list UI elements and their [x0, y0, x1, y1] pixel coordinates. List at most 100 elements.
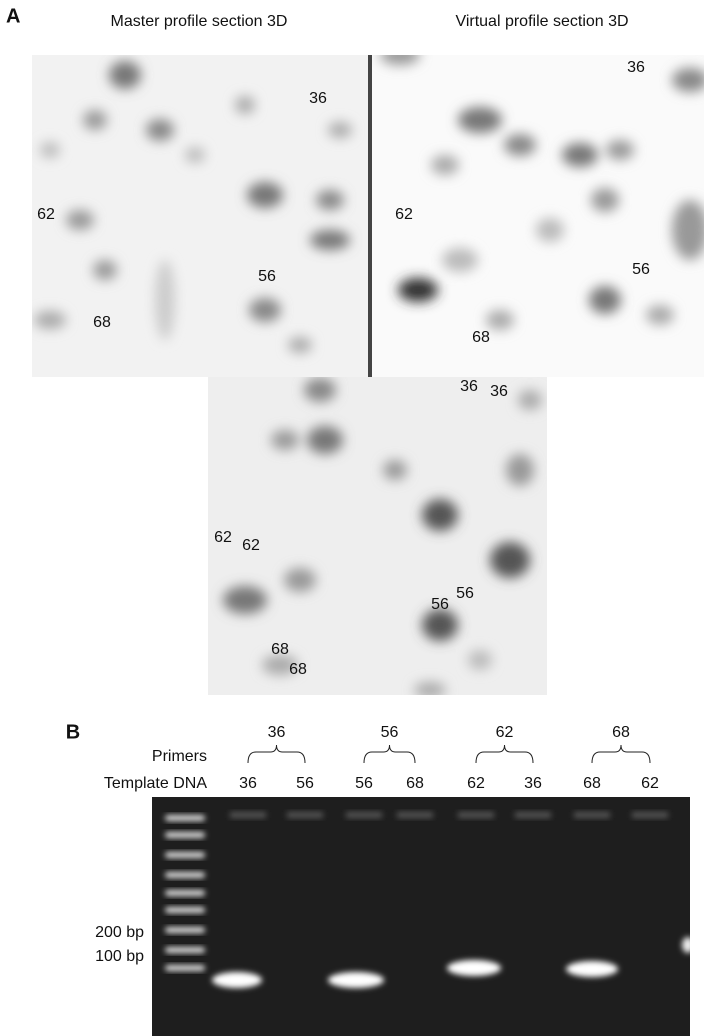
- spot-label: 36: [524, 775, 542, 792]
- ladder-band: [165, 927, 205, 933]
- spot: [34, 311, 66, 329]
- ladder-band: [165, 872, 205, 878]
- spot: [468, 650, 492, 670]
- spot: [223, 586, 267, 614]
- spot: [486, 310, 514, 330]
- spot: [235, 96, 255, 114]
- spot: [93, 260, 117, 280]
- spot: [504, 134, 536, 156]
- spot: [310, 230, 350, 250]
- spot: [307, 426, 343, 454]
- ladder-band: [165, 907, 205, 913]
- spot: [591, 188, 619, 212]
- spot: [672, 200, 704, 260]
- spot-label: 36: [239, 775, 257, 792]
- spot-label: 68: [612, 724, 630, 741]
- spot: [247, 182, 283, 208]
- spot: [422, 499, 458, 531]
- spot-label: 68: [289, 661, 307, 678]
- well: [346, 812, 382, 818]
- well: [230, 812, 266, 818]
- spot: [262, 655, 298, 675]
- ladder-band: [165, 815, 205, 821]
- spot: [380, 55, 420, 65]
- spot: [316, 190, 344, 210]
- spot: [398, 278, 438, 302]
- panel-title: Master profile section 3D: [111, 13, 288, 30]
- spot: [328, 122, 352, 138]
- spot: [185, 147, 205, 163]
- well: [287, 812, 323, 818]
- pcr-band: [328, 972, 384, 988]
- spot: [414, 682, 446, 695]
- spot: [109, 61, 141, 89]
- spot: [536, 218, 564, 242]
- spot: [490, 542, 530, 578]
- spot: [589, 286, 621, 314]
- spot: [304, 378, 336, 402]
- row-label: Template DNA: [104, 775, 207, 792]
- spot: [518, 390, 542, 410]
- spot-label: 62: [496, 724, 514, 741]
- pcr-band: [566, 961, 618, 977]
- spot-label: 68: [472, 329, 490, 346]
- spot: [672, 68, 704, 92]
- divider: [368, 55, 372, 377]
- spot: [646, 305, 674, 325]
- spot: [506, 454, 534, 486]
- spot: [383, 460, 407, 480]
- panel-label: A: [6, 5, 20, 27]
- spot: [606, 140, 634, 160]
- spot: [422, 609, 458, 641]
- spot-label: 36: [309, 90, 327, 107]
- spot-label: 62: [214, 529, 232, 546]
- gel: [152, 797, 690, 1036]
- spot-label: 36: [268, 724, 286, 741]
- row-label: Primers: [152, 748, 207, 765]
- spot: [83, 110, 107, 130]
- spot-label: 68: [583, 775, 601, 792]
- spot-label: 68: [93, 314, 111, 331]
- well: [574, 812, 610, 818]
- pcr-band: [682, 937, 690, 953]
- spot-label: 56: [381, 724, 399, 741]
- ladder-band: [165, 832, 205, 838]
- spot-label: 36: [490, 383, 508, 400]
- well: [458, 812, 494, 818]
- ladder-band: [165, 852, 205, 858]
- spot: [249, 298, 281, 322]
- brace: [591, 744, 651, 764]
- spot: [284, 568, 316, 592]
- spot-label: 62: [641, 775, 659, 792]
- brace: [247, 744, 306, 764]
- spot: [442, 248, 478, 272]
- spot: [40, 142, 60, 158]
- gel-bands: [165, 812, 690, 988]
- spot: [66, 210, 94, 230]
- spot-label: 56: [296, 775, 314, 792]
- spot-label: 62: [395, 206, 413, 223]
- panel-label: B: [66, 721, 80, 743]
- spot: [458, 107, 502, 133]
- spot-label: 62: [37, 206, 55, 223]
- virtual-image: [372, 55, 704, 377]
- spot-label: 56: [355, 775, 373, 792]
- spot-label: 68: [406, 775, 424, 792]
- panel-title: Virtual profile section 3D: [455, 13, 628, 30]
- ladder-band: [165, 890, 205, 896]
- overlay-spots: [223, 378, 542, 695]
- well: [515, 812, 551, 818]
- well: [397, 812, 433, 818]
- ladder-band: [165, 965, 205, 971]
- spot-label: 36: [627, 59, 645, 76]
- spot-label: 62: [467, 775, 485, 792]
- spot: [146, 119, 174, 141]
- virtual-spots: [380, 55, 704, 330]
- spot: [431, 155, 459, 175]
- spot-label: 56: [456, 585, 474, 602]
- marker-label: 100 bp: [95, 948, 144, 965]
- brace: [475, 744, 534, 764]
- spot-label: 36: [460, 378, 478, 395]
- spot: [562, 143, 598, 167]
